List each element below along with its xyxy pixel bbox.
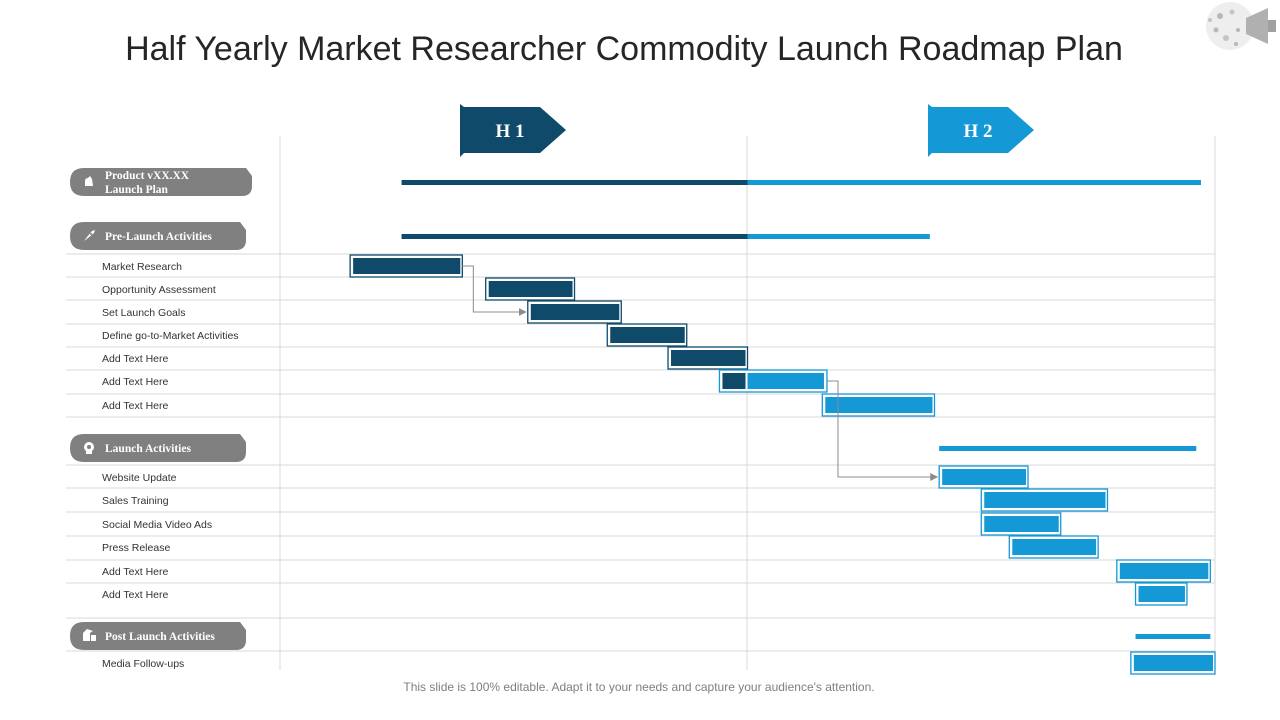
section-label: Pre-Launch Activities	[105, 231, 212, 243]
footer-note: This slide is 100% editable. Adapt it to…	[403, 680, 875, 694]
task-row-13: Add Text Here	[102, 582, 1188, 606]
section-pill-shape	[70, 434, 246, 462]
task-row-10: Social Media Video Ads	[102, 512, 1062, 536]
section-label: Product vXX.XX Launch Plan	[105, 170, 190, 196]
section-pill-1: Product vXX.XX Launch Plan	[70, 168, 1201, 196]
phase-arrow	[460, 104, 566, 157]
task-bar-h1	[530, 304, 620, 320]
task-label: Set Launch Goals	[102, 307, 185, 319]
task-row-11: Press Release	[102, 535, 1099, 559]
task-row-12: Add Text Here	[102, 559, 1211, 583]
section-label: Post Launch Activities	[105, 631, 215, 643]
task-label: Press Release	[102, 542, 170, 554]
task-bar-h2	[1138, 586, 1185, 602]
task-bar-h1	[488, 281, 573, 297]
summary-bar-h2	[1135, 634, 1211, 639]
megaphone-logo-icon	[1206, 2, 1276, 50]
task-label: Opportunity Assessment	[102, 284, 216, 296]
task-label: Website Update	[102, 472, 177, 484]
phase-label: H 2	[963, 121, 992, 142]
task-bar-h2	[747, 373, 824, 389]
task-bar-h2	[1133, 655, 1213, 671]
task-bar-h2	[1012, 539, 1097, 555]
slide-title: Half Yearly Market Researcher Commodity …	[125, 30, 1123, 68]
hand-icon	[85, 176, 93, 186]
summary-bar-h1	[401, 180, 748, 185]
task-label: Social Media Video Ads	[102, 519, 212, 531]
task-row-14: Media Follow-ups	[102, 651, 1216, 675]
section-label: Launch Activities	[105, 443, 191, 455]
task-label: Add Text Here	[102, 376, 169, 388]
section-pill-2: Pre-Launch Activities	[70, 222, 930, 250]
boxes-icon	[83, 633, 90, 641]
task-row-8: Website Update	[102, 465, 1029, 489]
task-bar-h1	[610, 327, 685, 343]
task-bar-h2	[942, 469, 1026, 485]
task-label: Add Text Here	[102, 353, 169, 365]
task-label: Add Text Here	[102, 400, 169, 412]
task-bar-h1	[722, 373, 746, 389]
task-row-4: Define go-to-Market Activities	[102, 323, 688, 347]
dependency-arrow	[826, 380, 939, 481]
phase-header-2: H 2	[928, 104, 1034, 157]
phase-header-1: H 1	[460, 104, 566, 157]
task-label: Media Follow-ups	[102, 658, 184, 670]
task-bar-h1	[353, 258, 461, 274]
task-row-2: Opportunity Assessment	[102, 277, 576, 301]
summary-bar-h2	[747, 180, 1201, 185]
task-label: Add Text Here	[102, 566, 169, 578]
task-row-3: Set Launch Goals	[102, 300, 622, 324]
task-row-7: Add Text Here	[102, 393, 936, 417]
summary-bar-h1	[401, 234, 748, 239]
task-row-9: Sales Training	[102, 488, 1109, 512]
task-row-1: Market Research	[102, 254, 463, 278]
summary-bar-h2	[939, 446, 1197, 451]
task-bar-h1	[671, 350, 746, 366]
phase-label: H 1	[495, 121, 524, 142]
rocket-icon	[84, 230, 95, 241]
section-pill-3: Launch Activities	[70, 434, 1197, 462]
section-pill-shape	[70, 622, 246, 650]
task-bar-h2	[984, 516, 1059, 532]
task-bar-h2	[825, 397, 933, 413]
dependency-arrow	[462, 265, 527, 316]
phase-arrow	[928, 104, 1034, 157]
task-label: Market Research	[102, 261, 182, 273]
task-bar-h2	[1119, 563, 1209, 579]
section-pill-shape	[70, 222, 246, 250]
task-row-6: Add Text Here	[102, 369, 828, 393]
section-pill-4: Post Launch Activities	[70, 622, 1211, 650]
task-label: Add Text Here	[102, 589, 169, 601]
task-label: Define go-to-Market Activities	[102, 330, 239, 342]
section-pill-shape	[70, 168, 252, 196]
summary-bar-h2	[747, 234, 930, 239]
task-label: Sales Training	[102, 495, 169, 507]
task-bar-h2	[984, 492, 1106, 508]
task-row-5: Add Text Here	[102, 346, 749, 370]
